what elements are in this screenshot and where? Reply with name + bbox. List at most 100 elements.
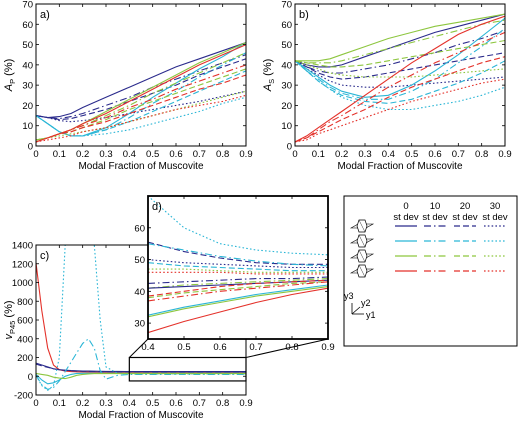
series-line-green-dashdot: [148, 278, 328, 289]
series-line-cyan-dot: [36, 96, 246, 137]
y-tick-label: 70: [281, 0, 292, 11]
series-lines: [148, 196, 328, 334]
x-tick-label: 0.9: [239, 398, 252, 409]
x-tick-label: 0.6: [428, 149, 441, 160]
y-tick-label: 50: [134, 255, 145, 266]
crystal-orientation-icon: [349, 234, 375, 248]
series-line-green-dot: [36, 90, 246, 141]
series-line-green-dashdot: [295, 19, 505, 64]
x-tick-label: 0.1: [312, 149, 325, 160]
zoom-connector-right: [245, 338, 329, 358]
x-tick-label: 0.7: [452, 149, 465, 160]
y-tick-label: 30: [281, 81, 292, 92]
series-line-green-solid: [148, 286, 328, 318]
y-axis-label-sub: P: [8, 79, 17, 84]
x-tick-label: 0.7: [249, 342, 262, 353]
x-tick-label: 0.6: [213, 342, 226, 353]
series-line-navy-solid: [148, 279, 328, 289]
x-tick-label: 0.5: [146, 398, 159, 409]
x-axis-label: Modal Fraction of Muscovite: [78, 161, 203, 172]
legend-header-value: 30: [490, 201, 501, 212]
plot-frame: [147, 195, 329, 340]
series-line-green-solid: [36, 372, 246, 380]
series-line-red-dashdot: [148, 281, 328, 302]
y-tick-label: 20: [22, 101, 33, 112]
x-tick-label: 0.5: [405, 149, 418, 160]
series-line-red-dot: [295, 78, 505, 143]
y-tick-label: 40: [281, 60, 292, 71]
x-tick-label: 0.4: [123, 398, 136, 409]
legend-header-unit: st dev: [393, 212, 419, 223]
zoom-region-box: [128, 356, 247, 382]
y-tick-label: 60: [22, 20, 33, 31]
legend-crystal-icons: [349, 219, 375, 278]
x-tick-label: 0.2: [335, 149, 348, 160]
legend-header-unit: st dev: [452, 212, 478, 223]
series-line-cyan-solid: [148, 284, 328, 316]
series-line-red-dash: [148, 279, 328, 297]
series-line-red-solid: [148, 287, 328, 334]
panel-b: 0 0.1 0.2 0.3 0.4 0.5 0.6 0.7 0.8 0.9 0 10 20 30 40 50 6…: [262, 0, 512, 172]
panel-label: b): [299, 9, 309, 21]
x-tick-label: 0: [33, 149, 38, 160]
crystal-orientation-icon: [349, 249, 375, 263]
ticks: 0 0.1 0.2 0.3 0.4 0.5 0.6 0.7 0.8 0.9 0 10 20 30 40 50 6…: [281, 0, 511, 160]
x-axis-label: Modal Fraction of Muscovite: [78, 410, 203, 421]
x-tick-label: 0.1: [53, 149, 66, 160]
x-tick-label: 0.4: [123, 149, 136, 160]
legend-header-unit: st dev: [482, 212, 508, 223]
series-line-cyan-dashdot: [36, 337, 246, 391]
x-tick-label: 0.7: [193, 398, 206, 409]
series-line-red-solid: [36, 262, 246, 374]
legend-header-unit: st dev: [422, 212, 448, 223]
plot-background: [36, 4, 246, 146]
zoom-connector-lines: [128, 338, 329, 382]
y-tick-label: 50: [281, 40, 292, 51]
panel-d: 0.4 0.5 0.6 0.7 0.8 0.9 30 40 50 60 d): [134, 195, 335, 353]
panel-label: c): [40, 250, 49, 262]
x-tick-label: 0.9: [239, 149, 252, 160]
x-tick-label: 0.9: [321, 342, 334, 353]
series-line-green-dot: [295, 60, 505, 78]
series-lines: [36, 41, 246, 143]
ticks: 0 0.1 0.2 0.3 0.4 0.5 0.6 0.7 0.8 0.9 0 10 20 30 40 50 6…: [22, 0, 252, 160]
series-line-cyan-solid: [295, 17, 505, 98]
y-axis-label: vP45 (%): [3, 300, 17, 339]
y-tick-label: 0: [28, 142, 33, 153]
series-line-red-dash: [295, 56, 505, 143]
x-tick-label: 0.8: [216, 149, 229, 160]
y-axis-label-unit: (%): [3, 300, 15, 320]
x-tick-label: 0.1: [53, 398, 66, 409]
series-line-green-dash: [148, 281, 328, 299]
panel-label: d): [152, 201, 162, 213]
series-line-cyan-dot: [295, 60, 505, 111]
y-tick-label: 400: [17, 334, 33, 345]
series-line-red-dot: [36, 94, 246, 143]
y-tick-label: 40: [22, 60, 33, 71]
x-tick-label: 0.6: [169, 149, 182, 160]
x-tick-label: 0.6: [169, 398, 182, 409]
plot-frame: [35, 3, 247, 147]
y-axis-label-main: A: [3, 84, 15, 92]
series-line-cyan-dot: [36, 245, 246, 392]
x-tick-label: 0.5: [177, 342, 190, 353]
series-line-cyan-dash: [295, 60, 505, 104]
series-line-navy-dash: [36, 363, 246, 373]
series-line-red-solid: [295, 15, 505, 143]
plot-background: [295, 4, 505, 146]
series-line-red-dashdot: [295, 31, 505, 143]
x-tick-label: 0.2: [76, 398, 89, 409]
x-axis-label: Modal Fraction of Muscovite: [337, 161, 462, 172]
y-tick-label: 30: [22, 81, 33, 92]
x-tick-label: 0.8: [475, 149, 488, 160]
y-tick-label: 800: [17, 297, 33, 308]
x-tick-label: 0.4: [141, 342, 154, 353]
y-axis-label-sub: P45: [8, 321, 17, 334]
series-line-cyan-dash: [148, 262, 328, 272]
y-tick-label: 30: [134, 319, 145, 330]
y-tick-label: 10: [22, 121, 33, 132]
x-tick-label: 0.3: [99, 149, 112, 160]
series-line-red-dash: [36, 74, 246, 143]
y-tick-label: -200: [14, 391, 33, 402]
series-line-navy-dash: [148, 241, 328, 265]
